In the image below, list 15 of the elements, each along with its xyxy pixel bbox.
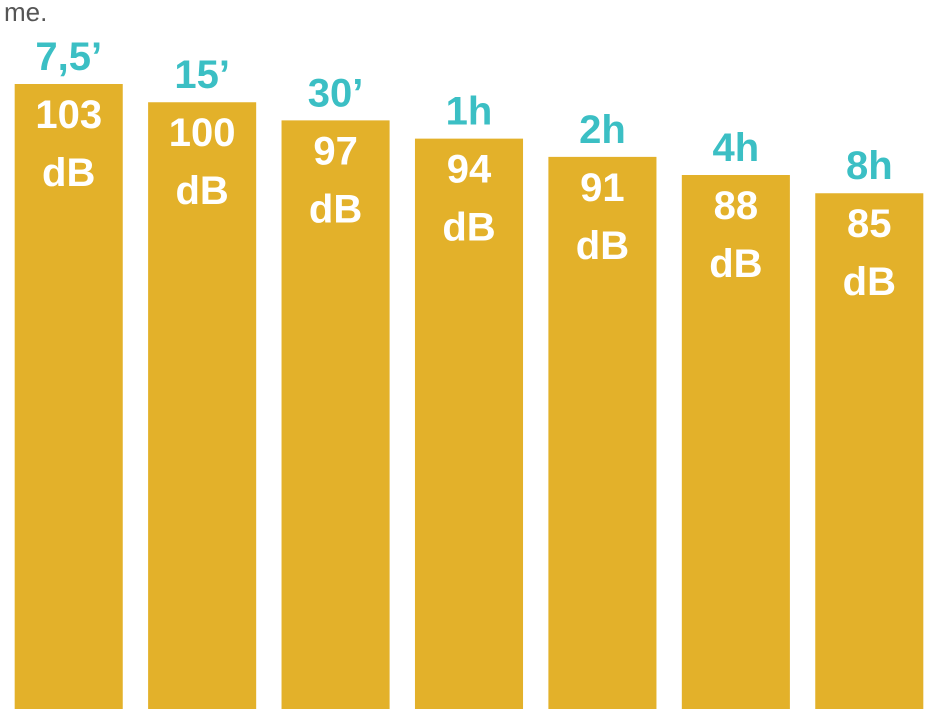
data-label: 94 dB bbox=[442, 148, 496, 250]
x-tick-label: 2h bbox=[579, 108, 626, 152]
x-tick-label: 30’ bbox=[308, 71, 364, 116]
data-label: 100 dB bbox=[168, 111, 236, 214]
x-tick-label: 7,5’ bbox=[35, 35, 102, 79]
data-label: 103 dB bbox=[35, 93, 102, 195]
data-label: 85 dB bbox=[842, 202, 896, 304]
x-tick-label: 8h bbox=[846, 144, 893, 188]
chart-title: me. bbox=[4, 0, 48, 27]
data-label: 97 dB bbox=[308, 129, 362, 232]
x-tick-label: 4h bbox=[712, 126, 760, 170]
x-tick-label: 15’ bbox=[174, 53, 230, 98]
x-tick-label: 1h bbox=[446, 90, 492, 134]
data-label: 88 dB bbox=[709, 184, 763, 286]
data-label: 91 dB bbox=[576, 166, 630, 268]
